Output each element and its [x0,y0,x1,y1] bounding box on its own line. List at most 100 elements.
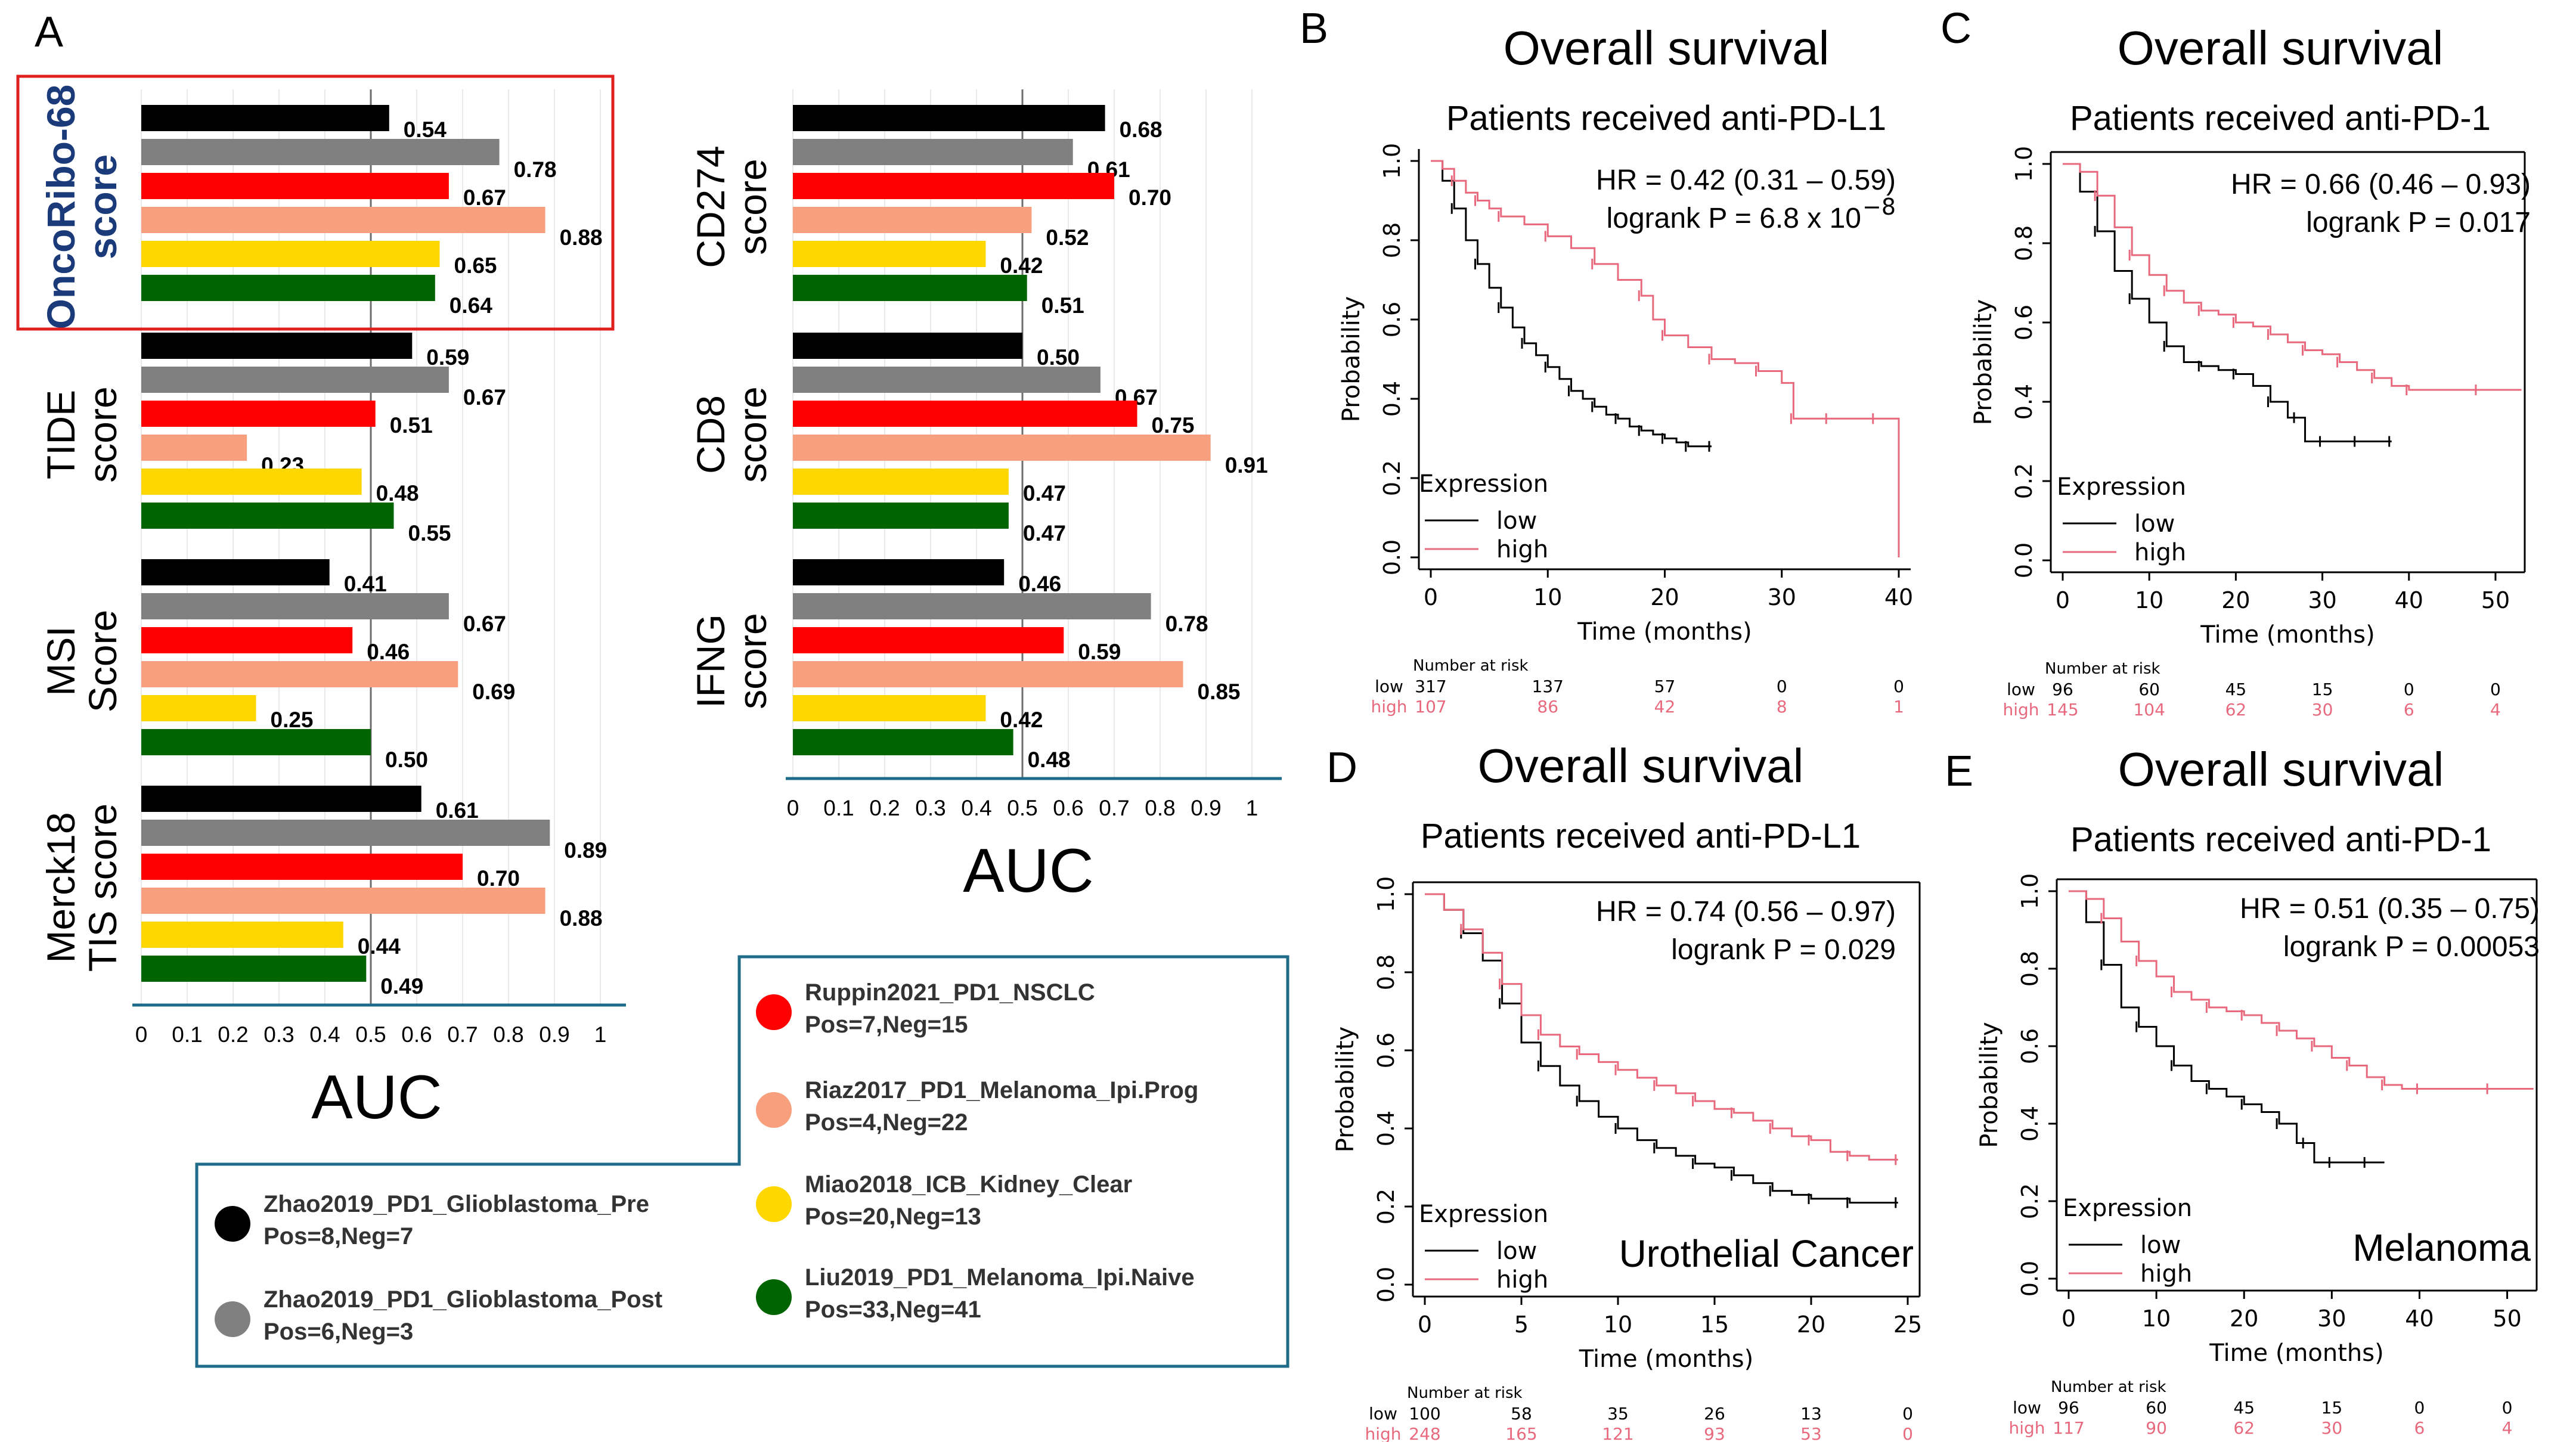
risk-high-count: 90 [2146,1418,2167,1438]
group-label: CD8score [689,386,774,482]
risk-low-count: 0 [2414,1398,2425,1418]
bar-value-label: 0.52 [1046,225,1089,250]
bar-value-label: 0.91 [1225,453,1268,477]
x-tick-label: 40 [2405,1305,2434,1332]
x-tick-label: 0.3 [264,1022,294,1047]
x-tick-label: 0.3 [915,796,946,820]
y-tick-label: 0.8 [1379,222,1405,258]
km-curve-low [1431,160,1712,448]
legend-marker [215,1206,250,1242]
bar-value-label: 0.44 [358,934,401,959]
risk-low-count: 57 [1654,677,1676,696]
risk-low-count: 0 [1777,677,1787,696]
y-tick-label: 0.2 [1379,460,1405,496]
auc-bar [141,820,550,846]
x-tick-label: 0 [135,1022,148,1047]
group-label: Merck18TIS score [39,804,125,972]
group-label-line: TIDE [39,390,83,479]
auc-bar [141,173,449,199]
bar-value-label: 0.69 [472,680,515,704]
risk-high-count: 104 [2133,700,2165,720]
risk-high-count: 62 [2233,1418,2255,1438]
km-subtitle: Patients received anti-PD-L1 [1421,817,1861,855]
legend-item: Zhao2019_PD1_Glioblastoma_Post Pos=6,Neg=… [215,1286,662,1345]
legend-marker [756,1279,792,1315]
x-tick-label: 0.9 [539,1022,569,1047]
km-curve-low [2063,163,2392,442]
bar-value-label: 0.68 [1120,117,1163,142]
legend-dataset-name: Zhao2019_PD1_Glioblastoma_Post [264,1286,662,1313]
km-panel-d: D Overall survival Patients received anti-… [1326,739,1922,1442]
auc-bar [793,695,986,721]
legend-title: Expression [2063,1195,2192,1222]
logrank-p-text: logrank P = 0.017 [2306,207,2531,238]
bar-group: 0.46 0.78 0.59 0.85 0.42 0.48 IFNGscore [689,559,1241,772]
bar-value-label: 0.46 [367,640,410,664]
legend-title: Expression [2057,473,2186,501]
group-label-line: score [80,386,125,482]
x-tick-label: 0.8 [1145,796,1175,820]
x-tick-label: 0.5 [355,1022,386,1047]
auc-bar [793,241,986,267]
x-tick-label: 10 [2135,587,2163,613]
bar-value-label: 0.89 [564,838,607,863]
risk-high-count: 42 [1654,697,1676,717]
x-axis-title: Time (months) [1577,618,1752,646]
panel-a-legend: Zhao2019_PD1_Glioblastoma_Pre Pos=8,Neg=7… [195,955,1289,1368]
hazard-ratio-text: HR = 0.74 (0.56 – 0.97) [1596,896,1896,928]
group-label-line: CD274 [689,145,733,268]
auc-bar [141,888,545,914]
y-tick-label: 0.2 [2011,463,2037,499]
legend-low-label: low [1496,507,1537,535]
km-curve-low [2069,890,2385,1164]
risk-low-count: 100 [1409,1404,1440,1424]
bar-value-label: 0.64 [450,293,492,318]
risk-low-count: 0 [2502,1398,2513,1418]
x-tick-label: 0 [787,796,799,820]
y-axis-title: Probability [1332,1027,1359,1152]
risk-high-count: 30 [2321,1418,2343,1438]
risk-high-row-label: high [2008,1418,2045,1438]
bar-value-label: 0.47 [1023,481,1066,506]
bar-value-label: 0.67 [463,612,506,636]
auc-bar [141,922,343,948]
legend-title: Expression [1419,1201,1548,1228]
panel-a-left-chart: 0.540.780.670.880.650.64OncoRibo-68score… [16,75,626,1132]
bar-value-label: 0.70 [477,866,520,891]
auc-bar [793,729,1013,755]
risk-high-count: 0 [1902,1424,1913,1442]
group-label: CD274score [689,145,774,268]
x-tick-label: 0 [2062,1305,2076,1332]
bar-value-label: 0.85 [1198,680,1241,704]
bar-value-label: 0.51 [390,413,433,438]
km-panel-c: C Overall survival Patients received anti-… [1940,5,2531,720]
risk-low-count: 137 [1532,677,1564,696]
bar-value-label: 0.54 [404,117,447,142]
y-tick-label: 0.8 [1373,954,1399,990]
auc-bar [793,333,1022,359]
auc-bar [141,401,376,427]
legend-dataset-counts: Pos=7,Neg=15 [805,1012,968,1038]
auc-bar [141,435,247,461]
x-axis-title: Time (months) [2200,621,2374,649]
km-title: Overall survival [2118,743,2444,796]
panel-letter: E [1945,748,1973,795]
risk-high-count: 165 [1505,1424,1537,1442]
x-tick-label: 0.2 [869,796,900,820]
bar-value-label: 0.42 [1000,253,1043,278]
group-label-line: Score [80,610,125,712]
km-curve-high [1425,893,1898,1161]
bar-value-label: 0.41 [344,572,387,596]
risk-low-count: 0 [1902,1404,1913,1424]
risk-low-count: 45 [2225,680,2247,699]
hazard-ratio-text: HR = 0.42 (0.31 – 0.59) [1596,165,1896,196]
risk-high-row-label: high [2002,700,2039,720]
risk-high-count: 4 [2502,1418,2513,1438]
legend-high-label: high [1496,536,1548,563]
risk-low-count: 317 [1415,677,1446,696]
x-tick-label: 10 [1604,1311,1632,1338]
bar-value-label: 0.78 [1165,612,1208,636]
